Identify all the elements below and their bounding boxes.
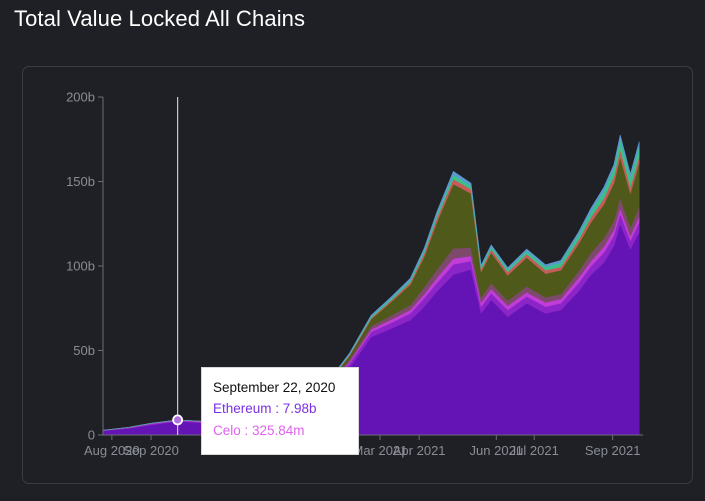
y-tick-label: 0 <box>88 428 95 443</box>
area-series-layer-7[interactable] <box>102 134 640 431</box>
area-series-group <box>102 134 640 436</box>
x-tick-label: Aug 2020 <box>84 443 140 458</box>
y-tick-label: 100b <box>66 259 95 274</box>
tooltip-ethereum-row: Ethereum : 7.98b <box>213 401 317 416</box>
x-tick-label: Sep 2020 <box>123 443 179 458</box>
tooltip-celo-row: Celo : 325.84m <box>213 423 305 438</box>
hover-point <box>172 414 184 426</box>
x-tick-label: Jun 2021 <box>470 443 524 458</box>
y-tick-label: 50b <box>73 343 95 358</box>
hover-indicator <box>172 97 184 435</box>
x-tick-label: Apr 2021 <box>393 443 446 458</box>
tooltip-date: September 22, 2020 <box>213 380 336 395</box>
x-tick-label: Mar 2021 <box>352 443 407 458</box>
page-title: Total Value Locked All Chains <box>14 6 306 31</box>
y-tick-label: 150b <box>66 174 95 189</box>
x-tick-label: Jul 2021 <box>510 443 559 458</box>
y-tick-label: 200b <box>66 90 95 105</box>
chart-tooltip: September 22, 2020 Ethereum : 7.98b Celo… <box>201 367 359 455</box>
x-tick-label: Sep 2021 <box>585 443 641 458</box>
